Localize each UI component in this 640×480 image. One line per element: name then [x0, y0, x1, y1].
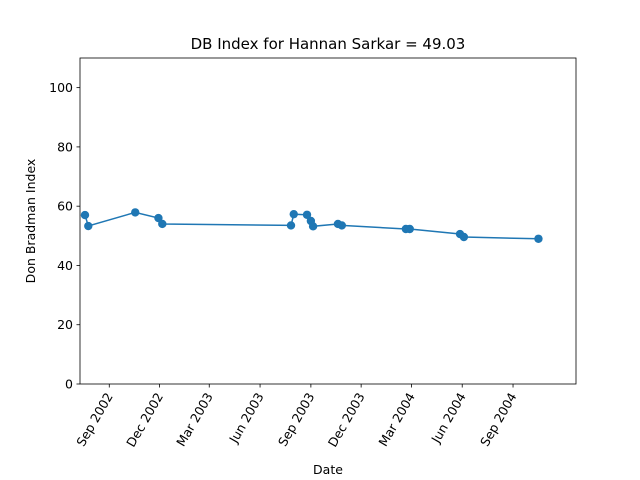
data-point	[154, 213, 163, 223]
y-tick-label: 20	[57, 317, 73, 332]
y-tick-label: 40	[57, 258, 73, 273]
plot-frame	[79, 57, 577, 385]
y-tick-label: 0	[65, 377, 73, 392]
y-tick-label: 100	[49, 80, 73, 95]
data-point	[158, 219, 167, 229]
data-point	[131, 208, 140, 217]
y-tick-label: 80	[57, 139, 73, 154]
y-axis-label: Don Bradman Index	[23, 159, 38, 284]
data-point	[405, 224, 414, 234]
y-tick-label: 60	[57, 199, 73, 214]
plot-area	[80, 208, 543, 243]
chart-title: DB Index for Hannan Sarkar = 49.03	[191, 35, 466, 53]
data-point	[337, 221, 347, 230]
data-point	[534, 234, 543, 243]
data-point	[289, 209, 298, 219]
data-point	[286, 221, 296, 230]
data-point	[302, 210, 312, 219]
data-point	[308, 222, 318, 231]
x-axis-label: Date	[313, 462, 343, 477]
data-point	[84, 221, 93, 231]
data-point	[459, 232, 469, 242]
data-point	[80, 210, 90, 220]
